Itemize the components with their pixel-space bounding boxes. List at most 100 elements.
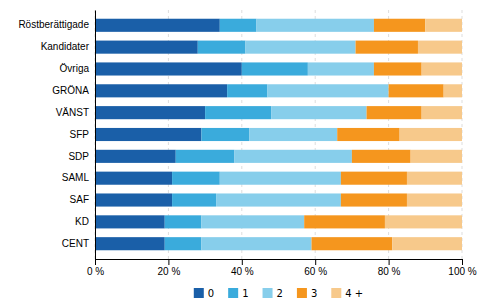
legend-swatch <box>194 288 204 298</box>
bar <box>220 19 257 32</box>
bar <box>201 128 249 141</box>
legend-label: 4 + <box>345 288 363 299</box>
bar <box>201 237 311 250</box>
bar <box>95 84 227 97</box>
tick: SDP <box>68 151 89 162</box>
bar <box>267 84 388 97</box>
tick: GRÖNA <box>52 85 89 96</box>
legend: 0 1 2 3 4 + <box>194 288 363 299</box>
tick: Kandidater <box>41 41 90 52</box>
tick-label: Kandidater <box>41 41 90 52</box>
bar <box>216 193 341 206</box>
bar <box>176 150 235 163</box>
bar <box>165 215 202 228</box>
tick-label: KD <box>75 216 89 227</box>
tick: Övriga <box>60 63 90 74</box>
bar <box>312 237 393 250</box>
legend-swatch <box>331 288 341 298</box>
bar <box>172 172 220 185</box>
legend-label: 1 <box>242 288 248 299</box>
tick: VÄNST <box>56 107 89 118</box>
bar <box>95 19 220 32</box>
x-axis: 0 % 20 % 40 % 60 % 80 % 100 % <box>87 259 477 277</box>
bar <box>205 106 271 119</box>
tick-label: SFP <box>70 129 90 140</box>
axis-line <box>95 11 96 260</box>
tick-label: 60 % <box>304 266 327 277</box>
tick-label: 40 % <box>231 266 254 277</box>
bar <box>256 19 373 32</box>
bar <box>411 150 462 163</box>
tick-label: Övriga <box>60 63 90 74</box>
legend-swatch <box>228 288 238 298</box>
bar <box>389 84 444 97</box>
bar <box>422 106 462 119</box>
legend-item: 0 <box>194 288 214 299</box>
bar <box>444 84 462 97</box>
tick-label: 0 % <box>87 266 104 277</box>
bar <box>337 128 399 141</box>
tick-label: 80 % <box>378 266 401 277</box>
tick: 0 % <box>87 259 104 277</box>
bar <box>95 172 172 185</box>
bar <box>227 84 267 97</box>
bar <box>341 172 407 185</box>
tick-mark <box>95 259 96 265</box>
tick: KD <box>75 216 89 227</box>
legend-swatch <box>263 288 273 298</box>
bar <box>95 106 205 119</box>
tick-mark <box>242 259 243 265</box>
bar <box>308 62 374 75</box>
bar <box>271 106 366 119</box>
bar <box>165 237 202 250</box>
bars <box>95 19 462 251</box>
bar <box>95 193 172 206</box>
bar <box>392 237 462 250</box>
grid-line <box>95 10 96 259</box>
tick-mark <box>389 259 390 265</box>
plot: 0 % 20 % 40 % 60 % 80 % 100 % Röstberättigade K… <box>18 10 476 277</box>
bar <box>400 128 462 141</box>
legend-swatch <box>297 288 307 298</box>
y-axis: Röstberättigade Kandidater Övriga GRÖNA VÄNS… <box>18 11 95 260</box>
legend-item: 4 + <box>331 288 363 299</box>
bar <box>95 215 165 228</box>
tick: Röstberättigade <box>18 19 89 30</box>
tick-label: VÄNST <box>56 107 89 118</box>
bar <box>422 62 462 75</box>
tick: 40 % <box>231 259 254 277</box>
tick-label: SAF <box>70 194 89 205</box>
legend-label: 0 <box>208 288 214 299</box>
bar <box>198 41 246 54</box>
bar <box>95 62 242 75</box>
tick-label: SDP <box>68 151 89 162</box>
legend-item: 1 <box>228 288 248 299</box>
tick: 100 % <box>448 259 476 277</box>
tick-label: 20 % <box>158 266 181 277</box>
bar <box>95 41 198 54</box>
bar <box>242 62 308 75</box>
bar <box>341 193 407 206</box>
tick-label: SAML <box>62 172 90 183</box>
bar <box>172 193 216 206</box>
bar <box>234 150 351 163</box>
bar <box>220 172 341 185</box>
bar <box>352 150 411 163</box>
chart: 0 % 20 % 40 % 60 % 80 % 100 % Röstberättigade K… <box>0 0 484 307</box>
bar <box>95 237 165 250</box>
bar <box>95 150 176 163</box>
legend-item: 3 <box>297 288 317 299</box>
tick: 20 % <box>158 259 181 277</box>
bar <box>418 41 462 54</box>
tick-mark <box>315 259 316 265</box>
bar <box>95 128 201 141</box>
bar <box>425 19 462 32</box>
tick-mark <box>168 259 169 265</box>
tick: 60 % <box>304 259 327 277</box>
tick: 80 % <box>378 259 401 277</box>
legend-item: 2 <box>263 288 283 299</box>
bar <box>385 215 462 228</box>
tick-label: Röstberättigade <box>18 19 89 30</box>
tick: SAML <box>62 172 90 183</box>
bar <box>245 41 355 54</box>
